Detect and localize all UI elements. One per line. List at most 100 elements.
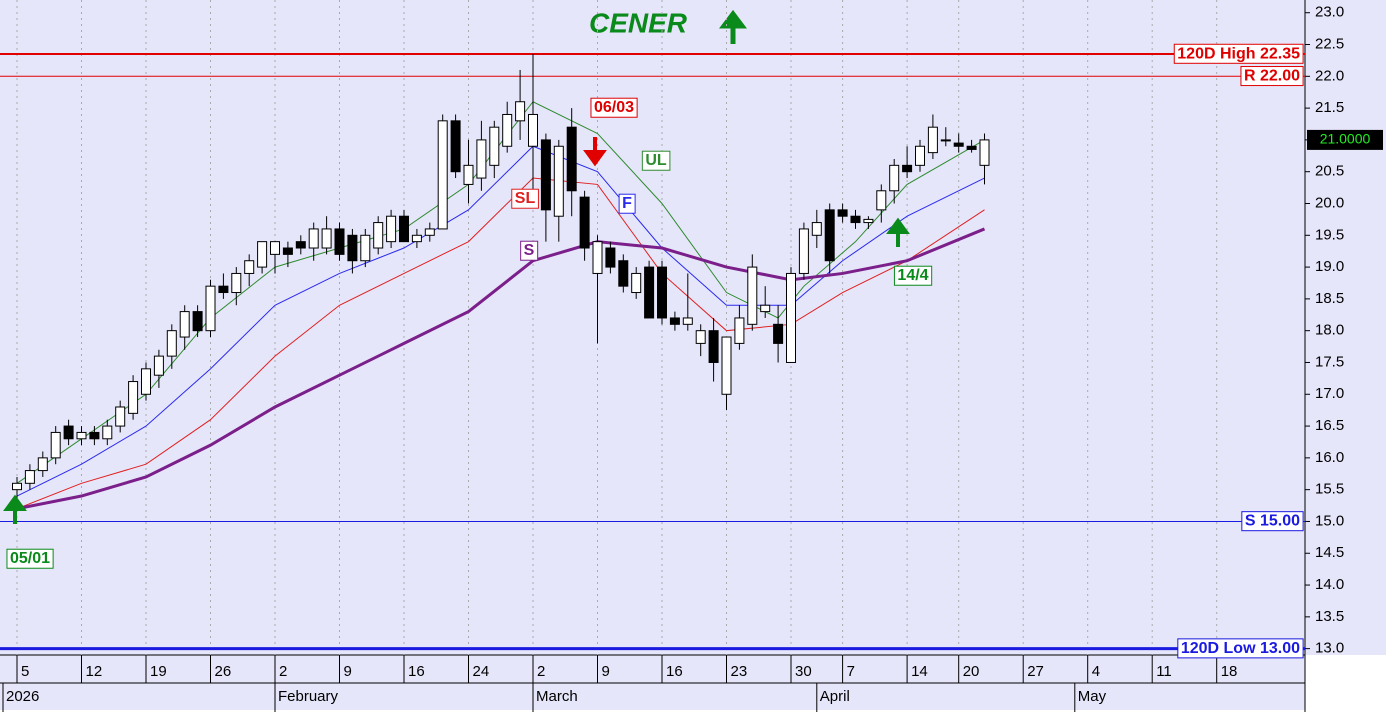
candle-body [811,222,822,236]
x-tick-label: 2 [537,663,545,680]
candle-body [308,228,319,249]
candle-body [334,228,345,255]
y-tick-label: 18.5 [1315,290,1344,307]
candle-body [773,323,784,344]
y-tick-label: 15.5 [1315,481,1344,498]
y-tick-label: 19.0 [1315,258,1344,275]
x-tick-label: 14 [911,663,928,680]
candle-body [824,209,835,262]
annotation: 05/01 [10,550,50,567]
candle-body [566,126,577,192]
candle-body [37,457,48,472]
month-label: March [536,688,578,705]
x-tick-label: 7 [847,663,855,680]
candle-body [682,317,693,325]
candle-body [24,470,35,484]
candle-body [347,234,358,262]
candle-body [798,228,809,274]
candle-body [244,260,255,274]
x-tick-label: 4 [1092,663,1100,680]
candle-body [786,272,796,363]
candle-body [721,336,732,395]
candle-body [476,139,487,179]
candle-body [502,113,513,147]
chart-title: CENER [589,7,688,38]
candle-body [553,145,564,217]
candle-body [927,126,938,154]
candle-body [295,241,306,249]
last-price-label: 21.0000 [1320,131,1371,147]
candle-body [399,215,409,243]
candle-body [850,215,861,224]
x-tick-label: 9 [344,663,352,680]
level-label: S 15.00 [1245,513,1300,530]
candle-body [528,113,538,147]
legend-label: SL [515,190,536,207]
candle-body [966,145,977,150]
candle-body [373,222,384,249]
x-tick-label: 9 [602,663,610,680]
candle-body [153,355,164,376]
candle-body [386,215,397,243]
y-tick-label: 17.0 [1315,385,1344,402]
candle-body [321,228,332,249]
candle-body [657,266,667,319]
signal-arrow [583,137,607,167]
x-tick-label: 26 [215,663,232,680]
candle-body [708,330,719,363]
candle-body [166,330,177,357]
candle-body [902,164,913,173]
candle-body [618,260,629,287]
y-tick-label: 14.5 [1315,544,1344,561]
candle-body [50,431,61,459]
x-tick-label: 16 [666,663,683,680]
candle-body [540,139,551,211]
legend-box [641,150,671,171]
y-tick-label: 20.5 [1315,163,1344,180]
candle-body [218,285,229,294]
y-tick-label: 23.0 [1315,4,1344,21]
signal-arrow [3,494,27,524]
candle-body [463,164,474,185]
candle-body [760,304,771,313]
candle-body [115,406,126,427]
candle-body [128,381,139,414]
candle-body [205,285,216,332]
candle-body [12,482,22,491]
candle-body [592,241,603,274]
title-arrow [719,9,747,44]
y-tick-label: 22.0 [1315,67,1344,84]
x-tick-label: 2 [279,663,287,680]
candle-body [270,241,280,255]
candle-body [89,431,100,440]
y-tick-label: 18.0 [1315,322,1344,339]
legend-box [618,193,636,214]
candle-body [282,247,293,255]
x-tick-label: 16 [408,663,425,680]
y-tick-label: 19.5 [1315,226,1344,243]
candle-body [837,209,848,217]
y-tick-label: 16.5 [1315,417,1344,434]
last-price-box [1307,129,1383,150]
candle-body [695,330,706,344]
x-tick-label: 30 [795,663,812,680]
annotation-box [893,265,933,286]
candle-body [360,234,371,262]
level-label-box [1173,43,1304,64]
x-tick-label: 11 [1156,663,1172,680]
candle-body [179,311,190,338]
x-tick-label: 19 [150,663,167,680]
candle-body [141,368,151,395]
candle-body [889,164,900,192]
y-tick-label: 16.0 [1315,449,1344,466]
y-tick-label: 15.0 [1315,512,1344,529]
series-line [16,227,986,511]
series-line [16,177,985,510]
candle-body [669,317,680,325]
level-label: 120D High 22.35 [1177,45,1300,62]
x-tick-label: 12 [86,663,103,680]
month-label: April [820,688,850,705]
month-label: May [1078,688,1107,705]
annotation-box [6,548,54,569]
